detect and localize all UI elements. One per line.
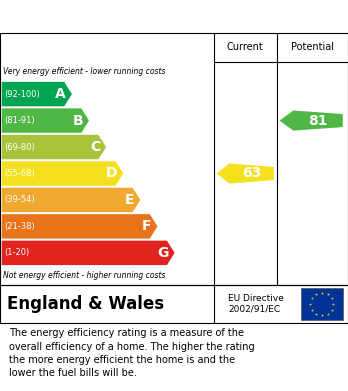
Polygon shape: [2, 188, 140, 212]
Text: Not energy efficient - higher running costs: Not energy efficient - higher running co…: [3, 271, 166, 280]
Text: (1-20): (1-20): [4, 248, 30, 257]
Text: C: C: [90, 140, 100, 154]
Text: The energy efficiency rating is a measure of the
overall efficiency of a home. T: The energy efficiency rating is a measur…: [9, 328, 254, 378]
Text: England & Wales: England & Wales: [7, 295, 164, 313]
Text: (39-54): (39-54): [4, 196, 35, 204]
Text: (21-38): (21-38): [4, 222, 35, 231]
Text: F: F: [142, 219, 152, 233]
Text: G: G: [157, 246, 169, 260]
Text: 63: 63: [242, 167, 261, 181]
Polygon shape: [279, 111, 343, 131]
Polygon shape: [2, 135, 106, 159]
Text: (92-100): (92-100): [4, 90, 40, 99]
Text: Potential: Potential: [291, 43, 334, 52]
Text: 81: 81: [308, 113, 328, 127]
Polygon shape: [2, 240, 175, 265]
Text: E: E: [125, 193, 134, 207]
Text: Current: Current: [227, 43, 264, 52]
Bar: [301, 288, 343, 320]
Text: B: B: [72, 113, 83, 127]
Text: Energy Efficiency Rating: Energy Efficiency Rating: [10, 9, 220, 24]
Polygon shape: [2, 82, 72, 106]
Text: (55-68): (55-68): [4, 169, 35, 178]
Polygon shape: [2, 108, 89, 133]
Polygon shape: [217, 163, 274, 183]
Polygon shape: [2, 214, 157, 239]
Text: A: A: [55, 87, 66, 101]
Text: D: D: [106, 167, 117, 181]
Text: (69-80): (69-80): [4, 143, 35, 152]
Polygon shape: [2, 161, 123, 186]
Text: EU Directive
2002/91/EC: EU Directive 2002/91/EC: [228, 294, 284, 314]
Text: (81-91): (81-91): [4, 116, 35, 125]
Text: Very energy efficient - lower running costs: Very energy efficient - lower running co…: [3, 67, 166, 76]
